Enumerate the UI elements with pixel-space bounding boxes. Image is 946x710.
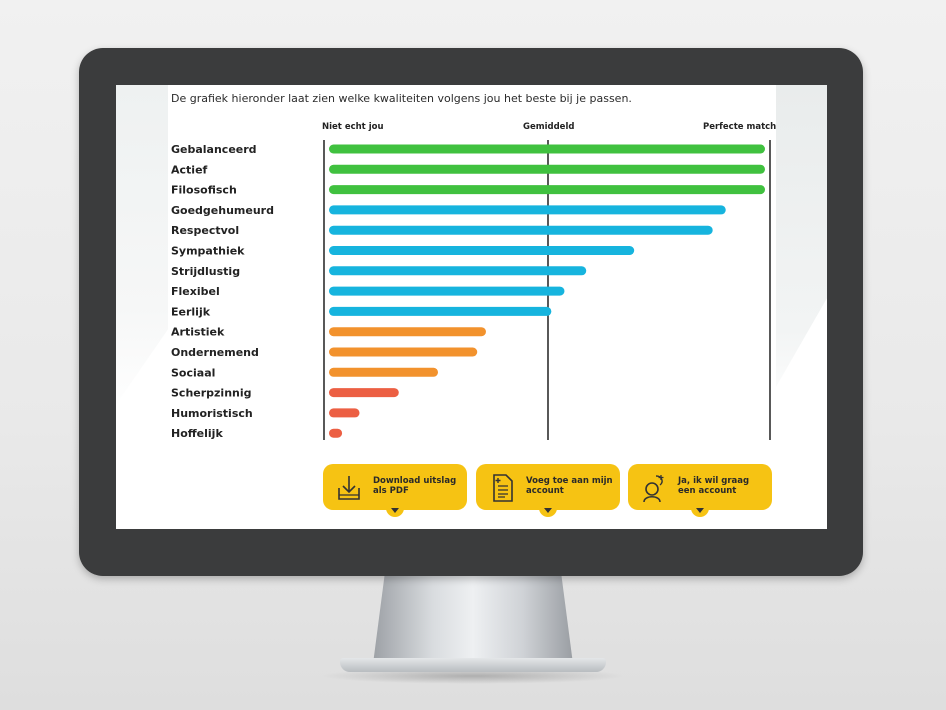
category-label: Ondernemend (171, 346, 259, 359)
download-pdf-button[interactable]: Download uitslag als PDF (323, 464, 467, 517)
chevron-down-icon (539, 506, 557, 517)
document-add-icon (493, 474, 513, 502)
qualities-bar-chart: Gebalanceerd Actief Filosofisch Goedgehumeu… (171, 140, 771, 440)
bar (329, 388, 399, 398)
bar (329, 428, 343, 438)
category-label: Goedgehumeurd (171, 204, 274, 217)
category-label: Sympathiek (171, 245, 245, 258)
bar (329, 225, 713, 235)
intro-text: De grafiek hieronder laat zien welke kwa… (171, 92, 632, 105)
bar (329, 347, 478, 357)
bar (329, 185, 765, 195)
account-icon (643, 475, 664, 503)
create-account-button[interactable]: Ja, ik wil graag een account (628, 464, 772, 517)
axis-label-low: Niet echt jou (322, 122, 384, 132)
category-label: Scherpzinnig (171, 387, 252, 400)
monitor-stand (373, 572, 573, 664)
chevron-down-icon (691, 506, 709, 517)
bar (329, 327, 486, 337)
category-label: Respectvol (171, 224, 239, 237)
create-account-label: Ja, ik wil graag een account (678, 476, 750, 496)
stand-shadow (320, 668, 626, 684)
add-to-account-label: Voeg toe aan mijn account (526, 476, 613, 496)
bar (329, 164, 765, 174)
category-label: Humoristisch (171, 407, 253, 420)
category-label: Hoffelijk (171, 427, 223, 440)
monitor-stand-base (340, 658, 606, 672)
category-label: Sociaal (171, 366, 215, 379)
axis-label-mid: Gemiddeld (523, 122, 575, 132)
screen: De grafiek hieronder laat zien welke kwa… (116, 85, 827, 529)
category-label: Artistiek (171, 326, 225, 339)
add-to-account-button[interactable]: Voeg toe aan mijn account (476, 464, 620, 517)
category-label: Actief (171, 163, 208, 176)
category-label: Filosofisch (171, 184, 237, 197)
bar (329, 306, 552, 316)
bar (329, 367, 438, 377)
chevron-down-icon (386, 506, 404, 517)
bar (329, 286, 565, 296)
bar (329, 408, 360, 418)
bar (329, 246, 635, 255)
category-label: Strijdlustig (171, 265, 240, 278)
category-label: Flexibel (171, 285, 220, 298)
axis-label-high: Perfecte match (703, 122, 777, 132)
download-icon (338, 476, 360, 500)
bar (329, 205, 726, 215)
category-label: Gebalanceerd (171, 143, 257, 156)
download-pdf-label: Download uitslag als PDF (373, 476, 457, 496)
bar (329, 266, 587, 276)
bar (329, 144, 765, 154)
category-label: Eerlijk (171, 305, 211, 318)
